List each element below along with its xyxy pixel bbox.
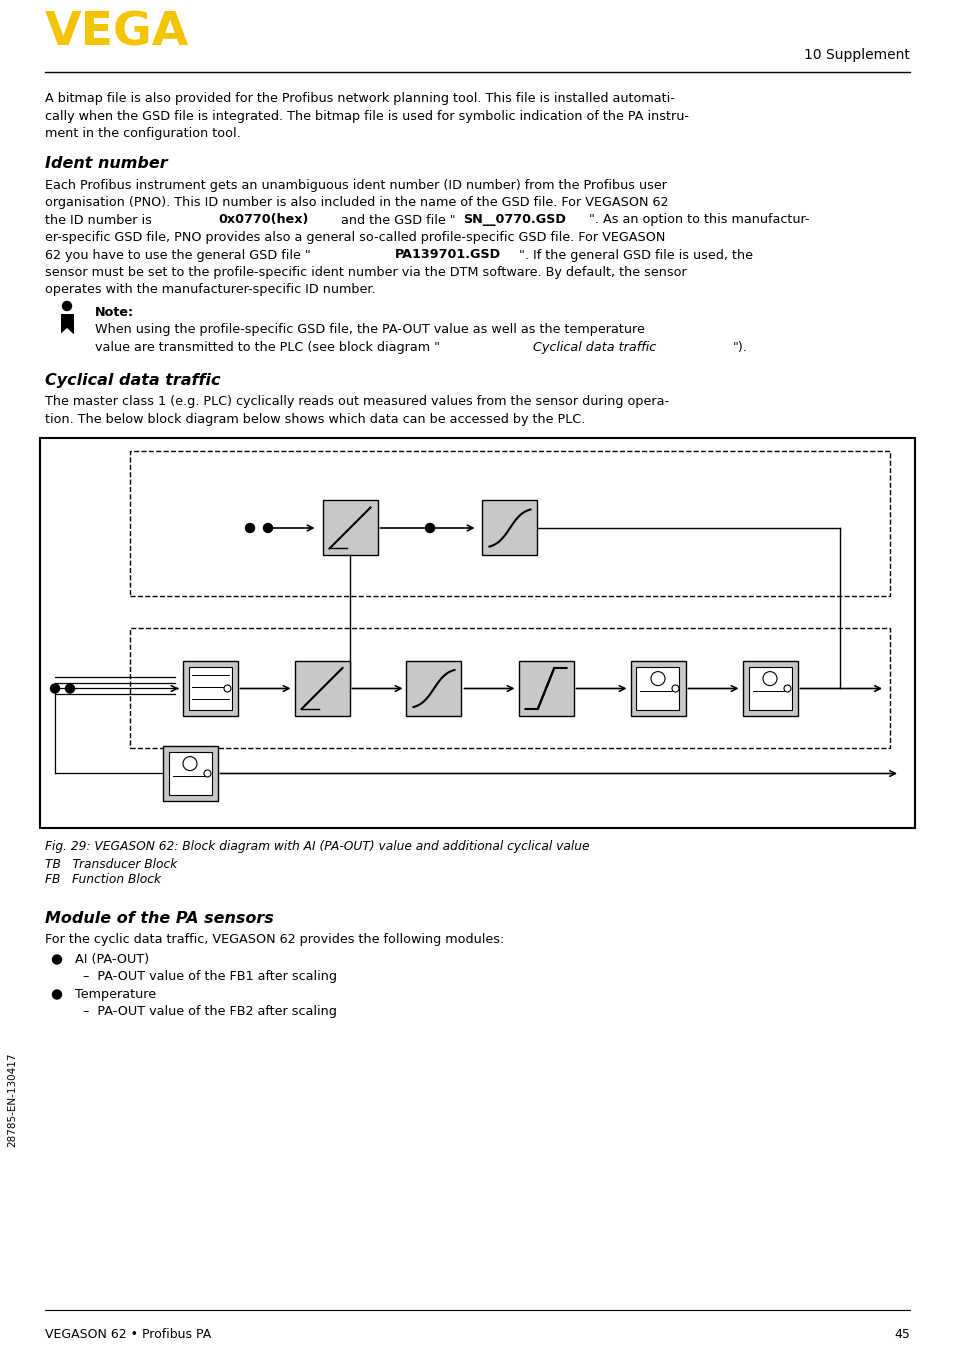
Bar <box>482 501 537 555</box>
Bar <box>162 746 217 802</box>
Text: TB   Transducer Block: TB Transducer Block <box>45 858 177 871</box>
Text: er-specific GSD file, PNO provides also a general so-called profile-specific GSD: er-specific GSD file, PNO provides also … <box>45 232 664 244</box>
Text: –  PA-OUT value of the FB1 after scaling: – PA-OUT value of the FB1 after scaling <box>83 969 336 983</box>
Text: Cyclical data traffic: Cyclical data traffic <box>533 341 656 353</box>
Circle shape <box>783 685 790 692</box>
Text: 0x0770(hex): 0x0770(hex) <box>218 214 308 226</box>
Text: Module of the PA sensors: Module of the PA sensors <box>45 911 274 926</box>
Circle shape <box>63 302 71 310</box>
Text: 45: 45 <box>893 1328 909 1340</box>
Circle shape <box>224 685 231 692</box>
Circle shape <box>52 955 61 964</box>
Bar <box>406 661 461 716</box>
Text: and the GSD file ": and the GSD file " <box>336 214 456 226</box>
Polygon shape <box>60 328 73 334</box>
Text: ment in the configuration tool.: ment in the configuration tool. <box>45 127 240 139</box>
Bar <box>182 661 237 716</box>
Bar <box>636 668 679 709</box>
Text: cally when the GSD file is integrated. The bitmap file is used for symbolic indi: cally when the GSD file is integrated. T… <box>45 110 688 122</box>
Text: Cyclical data traffic: Cyclical data traffic <box>45 374 220 389</box>
Text: 62 you have to use the general GSD file ": 62 you have to use the general GSD file … <box>45 249 311 261</box>
Text: For the cyclic data traffic, VEGASON 62 provides the following modules:: For the cyclic data traffic, VEGASON 62 … <box>45 933 504 946</box>
Bar <box>130 628 889 749</box>
Bar <box>630 661 685 716</box>
Circle shape <box>245 524 254 532</box>
Bar <box>748 668 791 709</box>
Circle shape <box>66 684 74 693</box>
Circle shape <box>52 990 61 999</box>
Bar <box>294 661 349 716</box>
Text: AI (PA-OUT): AI (PA-OUT) <box>75 952 149 965</box>
Text: PA139701.GSD: PA139701.GSD <box>395 249 500 261</box>
Bar <box>130 451 889 596</box>
Text: VEGASON 62 • Profibus PA: VEGASON 62 • Profibus PA <box>45 1328 211 1340</box>
Bar <box>40 439 914 829</box>
Text: –  PA-OUT value of the FB2 after scaling: – PA-OUT value of the FB2 after scaling <box>83 1005 336 1018</box>
Text: organisation (PNO). This ID number is also included in the name of the GSD file.: organisation (PNO). This ID number is al… <box>45 196 668 209</box>
Text: SN__0770.GSD: SN__0770.GSD <box>462 214 565 226</box>
Bar <box>518 661 573 716</box>
Text: ").: "). <box>732 341 747 353</box>
Bar <box>189 668 232 709</box>
Text: When using the profile-specific GSD file, the PA-OUT value as well as the temper: When using the profile-specific GSD file… <box>95 324 644 337</box>
Text: tion. The below block diagram below shows which data can be accessed by the PLC.: tion. The below block diagram below show… <box>45 413 585 427</box>
Text: 28785-EN-130417: 28785-EN-130417 <box>7 1053 17 1147</box>
Text: FB   Function Block: FB Function Block <box>45 873 161 887</box>
Bar <box>60 314 73 334</box>
Text: Temperature: Temperature <box>75 987 156 1001</box>
Text: Ident number: Ident number <box>45 157 168 172</box>
Circle shape <box>263 524 273 532</box>
Circle shape <box>425 524 434 532</box>
Bar <box>741 661 797 716</box>
Circle shape <box>204 770 211 777</box>
Text: ". As an option to this manufactur-: ". As an option to this manufactur- <box>588 214 809 226</box>
Circle shape <box>671 685 679 692</box>
Text: ". If the general GSD file is used, the: ". If the general GSD file is used, the <box>518 249 752 261</box>
Bar <box>169 751 212 795</box>
Text: operates with the manufacturer-specific ID number.: operates with the manufacturer-specific … <box>45 283 375 297</box>
Text: The master class 1 (e.g. PLC) cyclically reads out measured values from the sens: The master class 1 (e.g. PLC) cyclically… <box>45 395 668 409</box>
Text: 10 Supplement: 10 Supplement <box>803 47 909 62</box>
Bar <box>322 501 377 555</box>
Text: VEGA: VEGA <box>45 9 190 56</box>
Text: value are transmitted to the PLC (see block diagram ": value are transmitted to the PLC (see bl… <box>95 341 439 353</box>
Text: A bitmap file is also provided for the Profibus network planning tool. This file: A bitmap file is also provided for the P… <box>45 92 674 106</box>
Text: Each Profibus instrument gets an unambiguous ident number (ID number) from the P: Each Profibus instrument gets an unambig… <box>45 179 666 191</box>
Circle shape <box>51 684 59 693</box>
Text: Note:: Note: <box>95 306 134 320</box>
Text: the ID number is: the ID number is <box>45 214 155 226</box>
Text: Fig. 29: VEGASON 62: Block diagram with AI (PA-OUT) value and additional cyclica: Fig. 29: VEGASON 62: Block diagram with … <box>45 841 589 853</box>
Text: sensor must be set to the profile-specific ident number via the DTM software. By: sensor must be set to the profile-specif… <box>45 265 686 279</box>
